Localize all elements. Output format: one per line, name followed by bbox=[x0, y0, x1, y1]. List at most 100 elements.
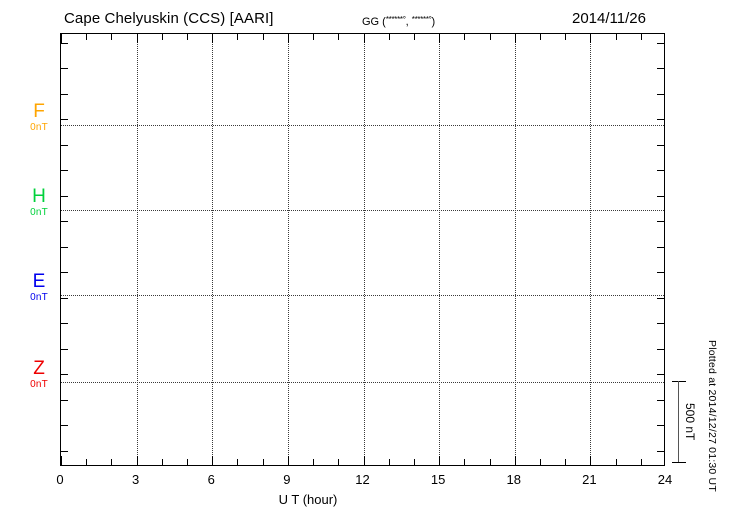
x-axis-tick-top bbox=[313, 34, 315, 40]
component-letter-f: F bbox=[33, 101, 45, 122]
component-letter-h: H bbox=[32, 186, 46, 207]
coords-suffix: ) bbox=[431, 16, 436, 28]
x-axis-tick-top bbox=[111, 34, 113, 40]
x-axis-tick bbox=[565, 459, 567, 465]
scale-bar-stem bbox=[678, 381, 679, 463]
y-axis-tick bbox=[61, 297, 68, 299]
y-axis-tick-right bbox=[657, 348, 664, 350]
y-axis-tick bbox=[61, 42, 68, 44]
x-axis-tick-top bbox=[439, 34, 441, 43]
component-baseline-value-h: 0nT bbox=[30, 207, 48, 218]
x-axis-tick bbox=[136, 456, 138, 465]
y-axis-tick bbox=[61, 246, 68, 248]
y-axis-tick-right bbox=[657, 170, 664, 171]
coords-prefix: GG ( bbox=[362, 16, 386, 28]
y-axis-tick-right bbox=[657, 144, 664, 146]
baseline-gridline-z bbox=[61, 382, 664, 383]
y-axis-tick-right bbox=[657, 297, 664, 299]
baseline-gridline-f bbox=[61, 125, 664, 126]
coords-longitude: ******° bbox=[411, 15, 432, 24]
x-axis-tick bbox=[313, 459, 315, 465]
x-axis-tick-label: 24 bbox=[657, 472, 673, 487]
y-axis-tick-right bbox=[657, 221, 664, 222]
y-axis-tick bbox=[61, 374, 68, 375]
x-axis-tick bbox=[363, 456, 365, 465]
x-axis-tick bbox=[388, 459, 390, 465]
y-axis-tick-right bbox=[657, 93, 664, 95]
y-axis-tick-right bbox=[657, 42, 664, 44]
y-axis-tick-right bbox=[657, 119, 664, 120]
magnetogram-plot-area bbox=[60, 33, 665, 466]
y-axis-tick bbox=[61, 195, 68, 197]
y-axis-tick-right bbox=[657, 425, 664, 426]
component-label-z: Z 0nT bbox=[22, 359, 56, 391]
component-label-h: H 0nT bbox=[22, 187, 56, 219]
baseline-gridline-e bbox=[61, 295, 664, 296]
x-axis-tick bbox=[161, 459, 163, 465]
vertical-gridline bbox=[136, 34, 138, 465]
x-axis-tick-top bbox=[464, 34, 466, 40]
scale-bar-label: 500 nT bbox=[683, 403, 697, 441]
x-axis-tick-top bbox=[161, 34, 163, 40]
x-axis-tick bbox=[262, 459, 264, 465]
component-label-e: E 0nT bbox=[22, 272, 56, 304]
x-axis-tick-top bbox=[363, 34, 365, 43]
x-axis-tick-top bbox=[187, 34, 189, 40]
component-label-f: F 0nT bbox=[22, 102, 56, 134]
x-axis-tick-label: 0 bbox=[56, 472, 64, 487]
x-axis-tick bbox=[86, 459, 88, 465]
coords-separator: , bbox=[405, 16, 412, 28]
x-axis-tick-top bbox=[640, 34, 642, 40]
component-baseline-value-z: 0nT bbox=[30, 379, 48, 390]
vertical-gridline bbox=[212, 34, 214, 465]
x-axis-tick bbox=[439, 456, 441, 465]
x-axis-tick-top bbox=[262, 34, 264, 40]
x-axis-tick-top bbox=[86, 34, 88, 40]
component-letter-z: Z bbox=[33, 358, 45, 379]
x-axis-tick-top bbox=[61, 34, 62, 43]
vertical-gridline bbox=[439, 34, 441, 465]
page-title: Cape Chelyuskin (CCS) [AARI] bbox=[64, 10, 274, 27]
x-axis-tick-top bbox=[489, 34, 491, 40]
vertical-gridline bbox=[363, 34, 365, 465]
y-axis-tick bbox=[61, 68, 68, 69]
x-axis-tick bbox=[338, 459, 340, 465]
x-axis-tick-top bbox=[413, 34, 415, 40]
x-axis-tick bbox=[187, 459, 189, 465]
x-axis-tick bbox=[61, 456, 62, 465]
x-axis-tick bbox=[287, 456, 289, 465]
x-axis-tick-label: 6 bbox=[207, 472, 215, 487]
x-axis-tick bbox=[212, 456, 214, 465]
y-axis-tick-right bbox=[657, 323, 664, 324]
x-axis-tick bbox=[514, 456, 516, 465]
plotted-at-timestamp: Plotted at 2014/12/27 01:30 UT bbox=[706, 340, 718, 492]
y-axis-tick bbox=[61, 450, 68, 452]
component-letter-e: E bbox=[32, 271, 46, 292]
x-axis-tick bbox=[413, 459, 415, 465]
x-axis-tick-label: 18 bbox=[506, 472, 521, 487]
x-axis-tick bbox=[590, 456, 592, 465]
y-axis-tick-right bbox=[657, 450, 664, 452]
x-axis-tick bbox=[464, 459, 466, 465]
x-axis-tick bbox=[539, 459, 541, 465]
x-axis-tick-top bbox=[615, 34, 617, 40]
coords-latitude: ******° bbox=[385, 15, 406, 24]
x-axis-tick-label: 12 bbox=[355, 472, 370, 487]
x-axis-tick-top bbox=[287, 34, 289, 43]
y-axis-tick bbox=[61, 144, 68, 146]
x-axis-tick-top bbox=[212, 34, 214, 43]
y-axis-tick bbox=[61, 119, 68, 120]
y-axis-tick bbox=[61, 348, 68, 350]
y-axis-tick-right bbox=[657, 246, 664, 248]
plot-grid-container bbox=[61, 34, 664, 465]
y-axis-tick bbox=[61, 323, 68, 324]
y-axis-tick-right bbox=[657, 195, 664, 197]
y-axis-tick bbox=[61, 221, 68, 222]
x-axis-tick-top bbox=[590, 34, 592, 43]
y-axis-tick bbox=[61, 93, 68, 95]
x-axis-tick bbox=[489, 459, 491, 465]
vertical-gridline bbox=[287, 34, 289, 465]
x-axis-tick-label: 3 bbox=[132, 472, 140, 487]
x-axis-tick-top bbox=[136, 34, 138, 43]
observation-date: 2014/11/26 bbox=[572, 10, 646, 27]
